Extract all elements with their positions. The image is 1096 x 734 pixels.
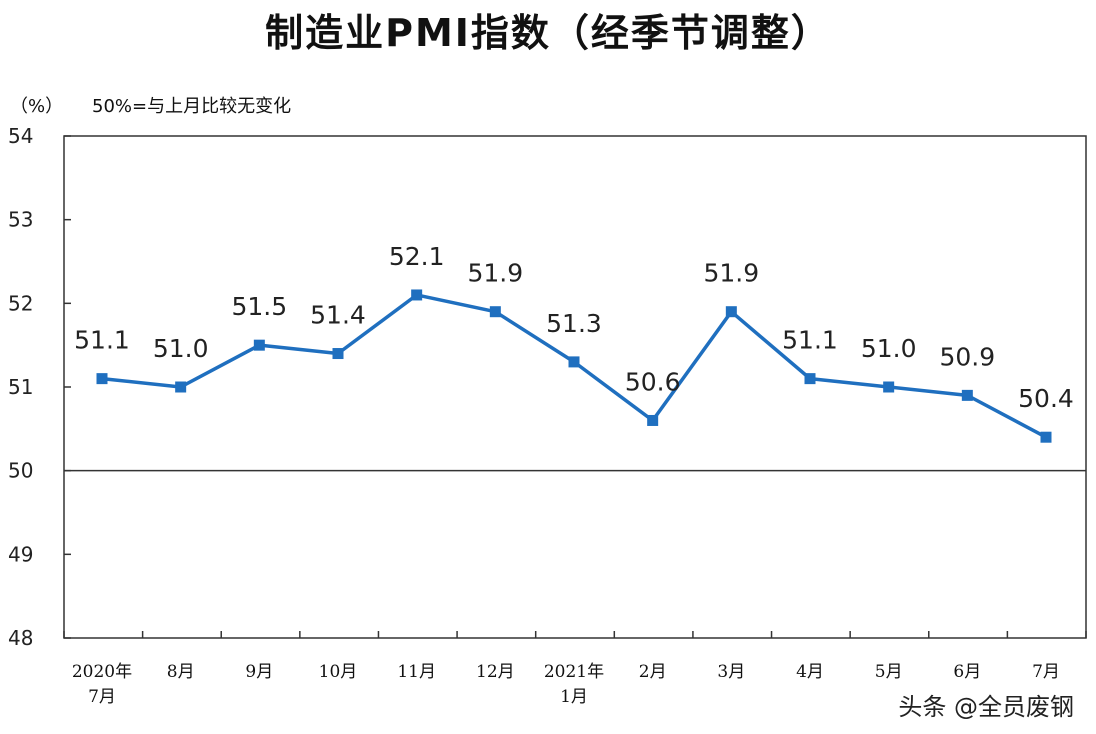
data-point <box>568 356 580 368</box>
data-label: 51.5 <box>231 292 287 321</box>
x-tick-label-line: 10月 <box>319 662 358 682</box>
y-unit-label: （%） <box>10 96 64 117</box>
x-tick-label-line: 7月 <box>88 687 116 707</box>
x-tick-label-line: 11月 <box>397 662 436 682</box>
x-tick-label-line: 3月 <box>717 662 745 682</box>
data-label: 52.1 <box>389 242 445 271</box>
data-point <box>883 381 895 393</box>
data-labels: 51.1 51.0 51.5 51.4 52.1 51.9 51.3 50.6 51.9 51.1… <box>74 242 1074 413</box>
x-tick-label: 3月 <box>717 662 745 682</box>
x-tick-label-line: 8月 <box>167 662 195 682</box>
x-tick-label: 10月 <box>319 662 358 682</box>
y-tick-label: 49 <box>8 542 33 566</box>
data-label: 50.6 <box>625 367 681 396</box>
data-point <box>489 306 501 318</box>
data-label: 51.4 <box>310 301 366 330</box>
chart-title: 制造业PMI指数（经季节调整） <box>265 11 831 55</box>
series-markers <box>96 289 1052 443</box>
data-label: 50.4 <box>1018 384 1074 413</box>
x-tick-label: 12月 <box>476 662 515 682</box>
data-label: 51.1 <box>782 326 838 355</box>
data-label: 51.0 <box>153 334 209 363</box>
data-point <box>961 389 973 401</box>
data-point <box>175 381 187 393</box>
data-label: 51.9 <box>703 259 759 288</box>
data-point <box>725 306 737 318</box>
x-tick-label: 11月 <box>397 662 436 682</box>
y-tick-label: 54 <box>8 124 33 148</box>
y-tick-label: 53 <box>8 208 33 232</box>
x-tick-label-line: 6月 <box>953 662 981 682</box>
reference-note: 50%=与上月比较无变化 <box>92 96 292 117</box>
data-point <box>253 339 265 351</box>
data-point <box>804 373 816 385</box>
watermark: 头条 @全员废钢 <box>898 693 1074 721</box>
x-tick-label-line: 2月 <box>639 662 667 682</box>
y-tick-label: 50 <box>8 459 33 483</box>
data-point <box>647 414 659 426</box>
x-tick-label-line: 9月 <box>245 662 273 682</box>
x-tick-label-line: 7月 <box>1032 662 1060 682</box>
data-point <box>1040 431 1052 443</box>
y-tick-label: 51 <box>8 375 33 399</box>
data-label: 50.9 <box>939 342 995 371</box>
x-tick-label: 5月 <box>875 662 903 682</box>
data-point <box>411 289 423 301</box>
x-tick-label-line: 2020年 <box>72 662 132 682</box>
x-tick-label: 2月 <box>639 662 667 682</box>
x-tick-label-line: 1月 <box>560 687 588 707</box>
data-label: 51.3 <box>546 309 602 338</box>
x-tick-label-line: 4月 <box>796 662 824 682</box>
data-point <box>96 373 108 385</box>
x-tick-label: 6月 <box>953 662 981 682</box>
x-tick-label: 8月 <box>167 662 195 682</box>
y-axis: 54 53 52 51 50 49 48 <box>8 124 71 650</box>
x-tick-label: 2021年 1月 <box>544 662 604 707</box>
x-tick-label-line: 2021年 <box>544 662 604 682</box>
x-axis: 2020年 7月 8月 9月 10月 11月 12月 2021年 1月 2月 3月 4月 5月 6月 7月 <box>63 631 1087 707</box>
data-point <box>332 348 344 360</box>
data-label: 51.0 <box>861 334 917 363</box>
x-tick-label-line: 5月 <box>875 662 903 682</box>
data-label: 51.1 <box>74 326 130 355</box>
y-tick-label: 48 <box>8 626 33 650</box>
data-label: 51.9 <box>467 259 523 288</box>
x-tick-label-line: 12月 <box>476 662 515 682</box>
x-tick-label: 7月 <box>1032 662 1060 682</box>
x-tick-label: 2020年 7月 <box>72 662 132 707</box>
x-tick-label: 9月 <box>245 662 273 682</box>
plot-frame <box>63 135 1087 639</box>
y-tick-label: 52 <box>8 291 33 315</box>
x-tick-label: 4月 <box>796 662 824 682</box>
